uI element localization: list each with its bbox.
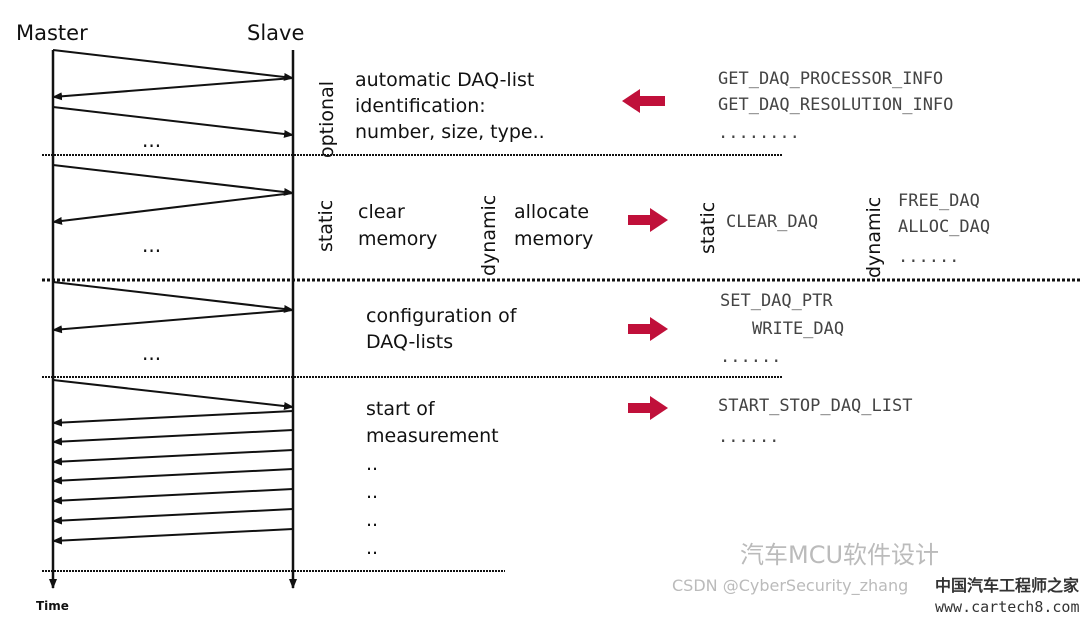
optional-label: optional bbox=[316, 81, 338, 158]
command: ...... bbox=[898, 247, 959, 267]
message-arrow bbox=[52, 309, 294, 334]
message-arrow bbox=[52, 164, 294, 196]
slave-label: Slave bbox=[247, 21, 304, 45]
watermark-text: 汽车MCU软件设计 bbox=[740, 541, 939, 569]
left-red-arrow-icon bbox=[622, 89, 665, 113]
message-arrow bbox=[52, 429, 294, 446]
section-description: start of bbox=[366, 398, 436, 420]
ellipsis: ... bbox=[142, 233, 161, 257]
section-description: automatic DAQ-list bbox=[355, 69, 534, 91]
message-arrow bbox=[52, 77, 294, 101]
command: WRITE_DAQ bbox=[752, 319, 844, 339]
command: GET_DAQ_PROCESSOR_INFO bbox=[718, 69, 943, 89]
section-description: identification: bbox=[355, 95, 486, 117]
section-description: allocate bbox=[514, 201, 589, 223]
message-arrow bbox=[52, 49, 294, 81]
watermark-text: 中国汽车工程师之家 bbox=[935, 576, 1080, 595]
right-red-arrow-icon bbox=[628, 396, 668, 420]
command: ...... bbox=[718, 427, 779, 447]
dynamic-label: dynamic bbox=[863, 197, 885, 278]
time-label: Time bbox=[36, 599, 69, 613]
watermark-text: www.cartech8.com bbox=[935, 598, 1080, 616]
message-arrow bbox=[52, 410, 294, 427]
message-arrow bbox=[52, 281, 294, 313]
section-description: memory bbox=[514, 228, 593, 250]
command: ........ bbox=[718, 123, 800, 143]
section-description: .. bbox=[366, 481, 378, 503]
ellipsis: ... bbox=[142, 341, 161, 365]
command: ALLOC_DAQ bbox=[898, 217, 990, 237]
message-arrows bbox=[52, 49, 294, 545]
watermark-text: CSDN @CyberSecurity_zhang bbox=[672, 576, 908, 596]
section-description: DAQ-lists bbox=[366, 331, 453, 353]
message-arrow bbox=[52, 379, 294, 410]
command: START_STOP_DAQ_LIST bbox=[718, 396, 912, 416]
right-red-arrow-icon bbox=[628, 317, 668, 341]
section-description: .. bbox=[366, 453, 378, 475]
message-arrow bbox=[52, 528, 294, 545]
message-arrow bbox=[52, 106, 294, 138]
message-arrow bbox=[52, 468, 294, 485]
section-description: configuration of bbox=[366, 305, 518, 327]
right-red-arrow-icon bbox=[628, 208, 668, 232]
command: GET_DAQ_RESOLUTION_INFO bbox=[718, 95, 953, 115]
ellipsis: ... bbox=[142, 128, 161, 152]
section-description: memory bbox=[358, 228, 437, 250]
section-description: .. bbox=[366, 509, 378, 531]
message-arrow bbox=[52, 449, 294, 466]
static-label: static bbox=[315, 200, 337, 252]
section-description: clear bbox=[358, 201, 405, 223]
command: FREE_DAQ bbox=[898, 191, 980, 211]
section-description: measurement bbox=[366, 425, 499, 447]
dynamic-label: dynamic bbox=[478, 195, 500, 276]
command: CLEAR_DAQ bbox=[726, 212, 818, 232]
message-arrow bbox=[52, 192, 294, 225]
master-label: Master bbox=[16, 21, 88, 45]
message-arrow bbox=[52, 508, 294, 525]
command: SET_DAQ_PTR bbox=[720, 291, 833, 311]
command: ...... bbox=[720, 347, 781, 367]
section-description: .. bbox=[366, 537, 378, 559]
message-arrow bbox=[52, 488, 294, 505]
section-description: number, size, type.. bbox=[355, 121, 545, 143]
static-label: static bbox=[697, 202, 719, 254]
